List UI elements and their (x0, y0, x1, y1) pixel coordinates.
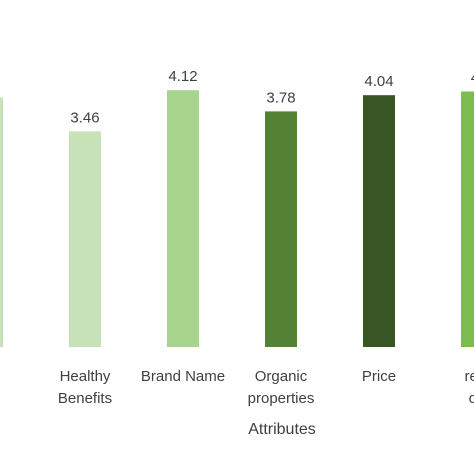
value-label-4: 4.04 (364, 73, 393, 90)
category-labels-group: quaHealthyBenefitsBrand NameOrganicprope… (0, 368, 474, 407)
value-label-2: 4.12 (168, 68, 197, 85)
bar-1 (69, 131, 101, 347)
x-axis-title: Attributes (248, 421, 316, 438)
bar-4 (363, 95, 395, 348)
category-label-5: regiori (464, 368, 474, 407)
bars-group (0, 90, 474, 348)
value-label-3: 3.78 (266, 89, 295, 106)
bar-5 (461, 91, 474, 348)
value-label-5: 4. (471, 69, 474, 86)
category-label-4: Price (362, 368, 396, 385)
bar-2 (167, 90, 199, 347)
category-label-2: Brand Name (141, 368, 225, 385)
bar-0 (0, 97, 3, 347)
value-label-1: 3.46 (70, 109, 99, 126)
bar-3 (265, 111, 297, 347)
category-label-1: Healthy Benefits (58, 368, 112, 407)
value-labels-group: 3.46 4.12 3.78 4.04 4. (70, 68, 474, 126)
category-label-3: Organic properties (248, 368, 315, 407)
